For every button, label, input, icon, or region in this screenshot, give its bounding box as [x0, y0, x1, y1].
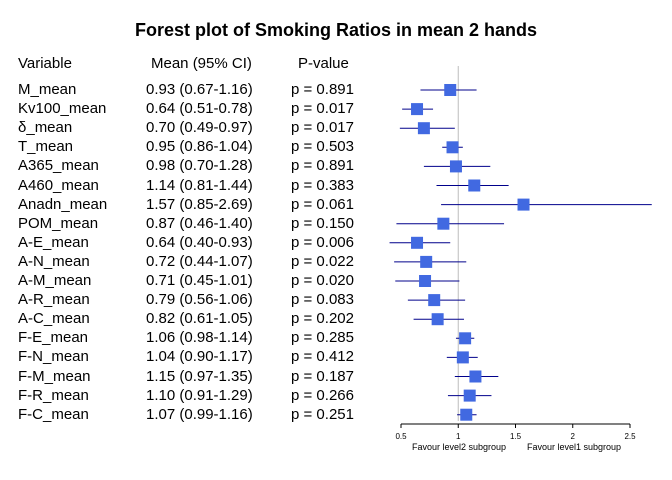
header-p-value: P-value [298, 55, 349, 72]
row-mean-ci-4: 0.95 (0.86-1.04) [146, 138, 253, 156]
row-variable-3: δ_mean [18, 119, 73, 137]
row-mean-ci-18: 1.07 (0.99-1.16) [146, 405, 253, 423]
row-variable-7: Anadn_mean [18, 195, 108, 213]
point-box-14 [459, 332, 472, 345]
row-mean-ci-2: 0.64 (0.51-0.78) [146, 100, 253, 118]
point-box-16 [469, 370, 482, 383]
row-mean-ci-6: 1.14 (0.81-1.44) [146, 176, 253, 194]
point-box-6 [468, 179, 481, 192]
row-mean-ci-10: 0.72 (0.44-1.07) [146, 252, 253, 270]
point-box-5 [449, 160, 462, 173]
point-box-9 [411, 236, 424, 249]
point-box-18 [460, 408, 473, 421]
x-tick-label-3: 1.5 [510, 432, 522, 441]
row-mean-ci-3: 0.70 (0.49-0.97) [146, 119, 253, 137]
row-mean-ci-12: 0.79 (0.56-1.06) [146, 291, 253, 309]
row-p-11: p = 0.020 [291, 272, 354, 289]
row-variable-8: POM_mean [18, 214, 99, 232]
row-p-7: p = 0.061 [291, 195, 354, 213]
row-variable-10: A-N_mean [18, 252, 90, 270]
row-mean-ci-7: 1.57 (0.85-2.69) [146, 195, 253, 213]
row-p-14: p = 0.285 [291, 329, 354, 347]
row-p-4: p = 0.503 [291, 138, 354, 156]
point-box-3 [417, 122, 430, 135]
row-mean-ci-9: 0.64 (0.40-0.93) [146, 233, 253, 251]
row-mean-ci-5: 0.98 (0.70-1.28) [146, 157, 253, 175]
point-box-12 [428, 294, 441, 307]
row-variable-6: A460_mean [18, 176, 99, 194]
chart-title: Forest plot of Smoking Ratios in mean 2 … [134, 20, 538, 40]
row-mean-ci-14: 1.06 (0.98-1.14) [146, 329, 253, 347]
row-variable-4: T_mean [18, 138, 74, 156]
row-p-17: p = 0.266 [291, 386, 354, 404]
point-box-17 [463, 389, 476, 402]
row-p-5: p = 0.891 [291, 157, 354, 175]
row-p-15: p = 0.412 [291, 348, 354, 366]
row-mean-ci-15: 1.04 (0.90-1.17) [146, 348, 253, 366]
row-variable-2: Kv100_mean [18, 100, 107, 118]
row-variable-18: F-C_mean [18, 405, 89, 423]
row-p-8: p = 0.150 [291, 214, 354, 232]
point-box-2 [411, 103, 424, 116]
point-box-15 [456, 351, 469, 364]
row-p-9: p = 0.006 [291, 233, 354, 251]
x-tick-label-2: 1 [456, 432, 461, 441]
point-box-4 [446, 141, 459, 154]
point-box-1 [444, 84, 457, 96]
header-mean-ci: Mean (95% CI) [151, 55, 252, 72]
row-mean-ci-16: 1.15 (0.97-1.35) [146, 367, 253, 385]
row-mean-ci-17: 1.10 (0.91-1.29) [146, 386, 253, 404]
row-p-3: p = 0.017 [291, 119, 354, 137]
row-variable-1: M_mean [18, 81, 77, 98]
row-p-10: p = 0.022 [291, 252, 354, 270]
row-variable-15: F-N_mean [18, 348, 89, 366]
point-box-10 [420, 255, 433, 268]
xlabel-right: Favour level1 subgroup [527, 442, 621, 452]
xlabel-left: Favour level2 subgroup [412, 442, 506, 452]
point-box-8 [437, 217, 450, 230]
point-box-11 [419, 275, 432, 287]
row-variable-14: F-E_mean [18, 329, 89, 347]
row-mean-ci-1: 0.93 (0.67-1.16) [146, 81, 253, 98]
row-variable-16: F-M_mean [18, 367, 91, 385]
point-box-7 [517, 198, 530, 211]
row-p-18: p = 0.251 [291, 405, 354, 423]
row-variable-13: A-C_mean [18, 310, 90, 328]
row-mean-ci-8: 0.87 (0.46-1.40) [146, 214, 253, 232]
header-variable: Variable [18, 55, 72, 72]
x-tick-label-5: 2.5 [624, 432, 636, 441]
row-p-16: p = 0.187 [291, 367, 354, 385]
row-p-2: p = 0.017 [291, 100, 354, 118]
row-p-6: p = 0.383 [291, 176, 354, 194]
row-variable-12: A-R_mean [18, 291, 90, 309]
row-p-1: p = 0.891 [291, 81, 354, 98]
row-mean-ci-11: 0.71 (0.45-1.01) [146, 272, 253, 289]
row-variable-17: F-R_mean [18, 386, 89, 404]
x-tick-label-4: 2 [571, 432, 576, 441]
point-box-13 [431, 313, 444, 326]
row-variable-11: A-M_mean [18, 272, 92, 289]
row-p-13: p = 0.202 [291, 310, 354, 328]
row-mean-ci-13: 0.82 (0.61-1.05) [146, 310, 253, 328]
row-p-12: p = 0.083 [291, 291, 354, 309]
x-tick-label-1: 0.5 [395, 432, 407, 441]
row-variable-9: A-E_mean [18, 233, 89, 251]
row-variable-5: A365_mean [18, 157, 99, 175]
